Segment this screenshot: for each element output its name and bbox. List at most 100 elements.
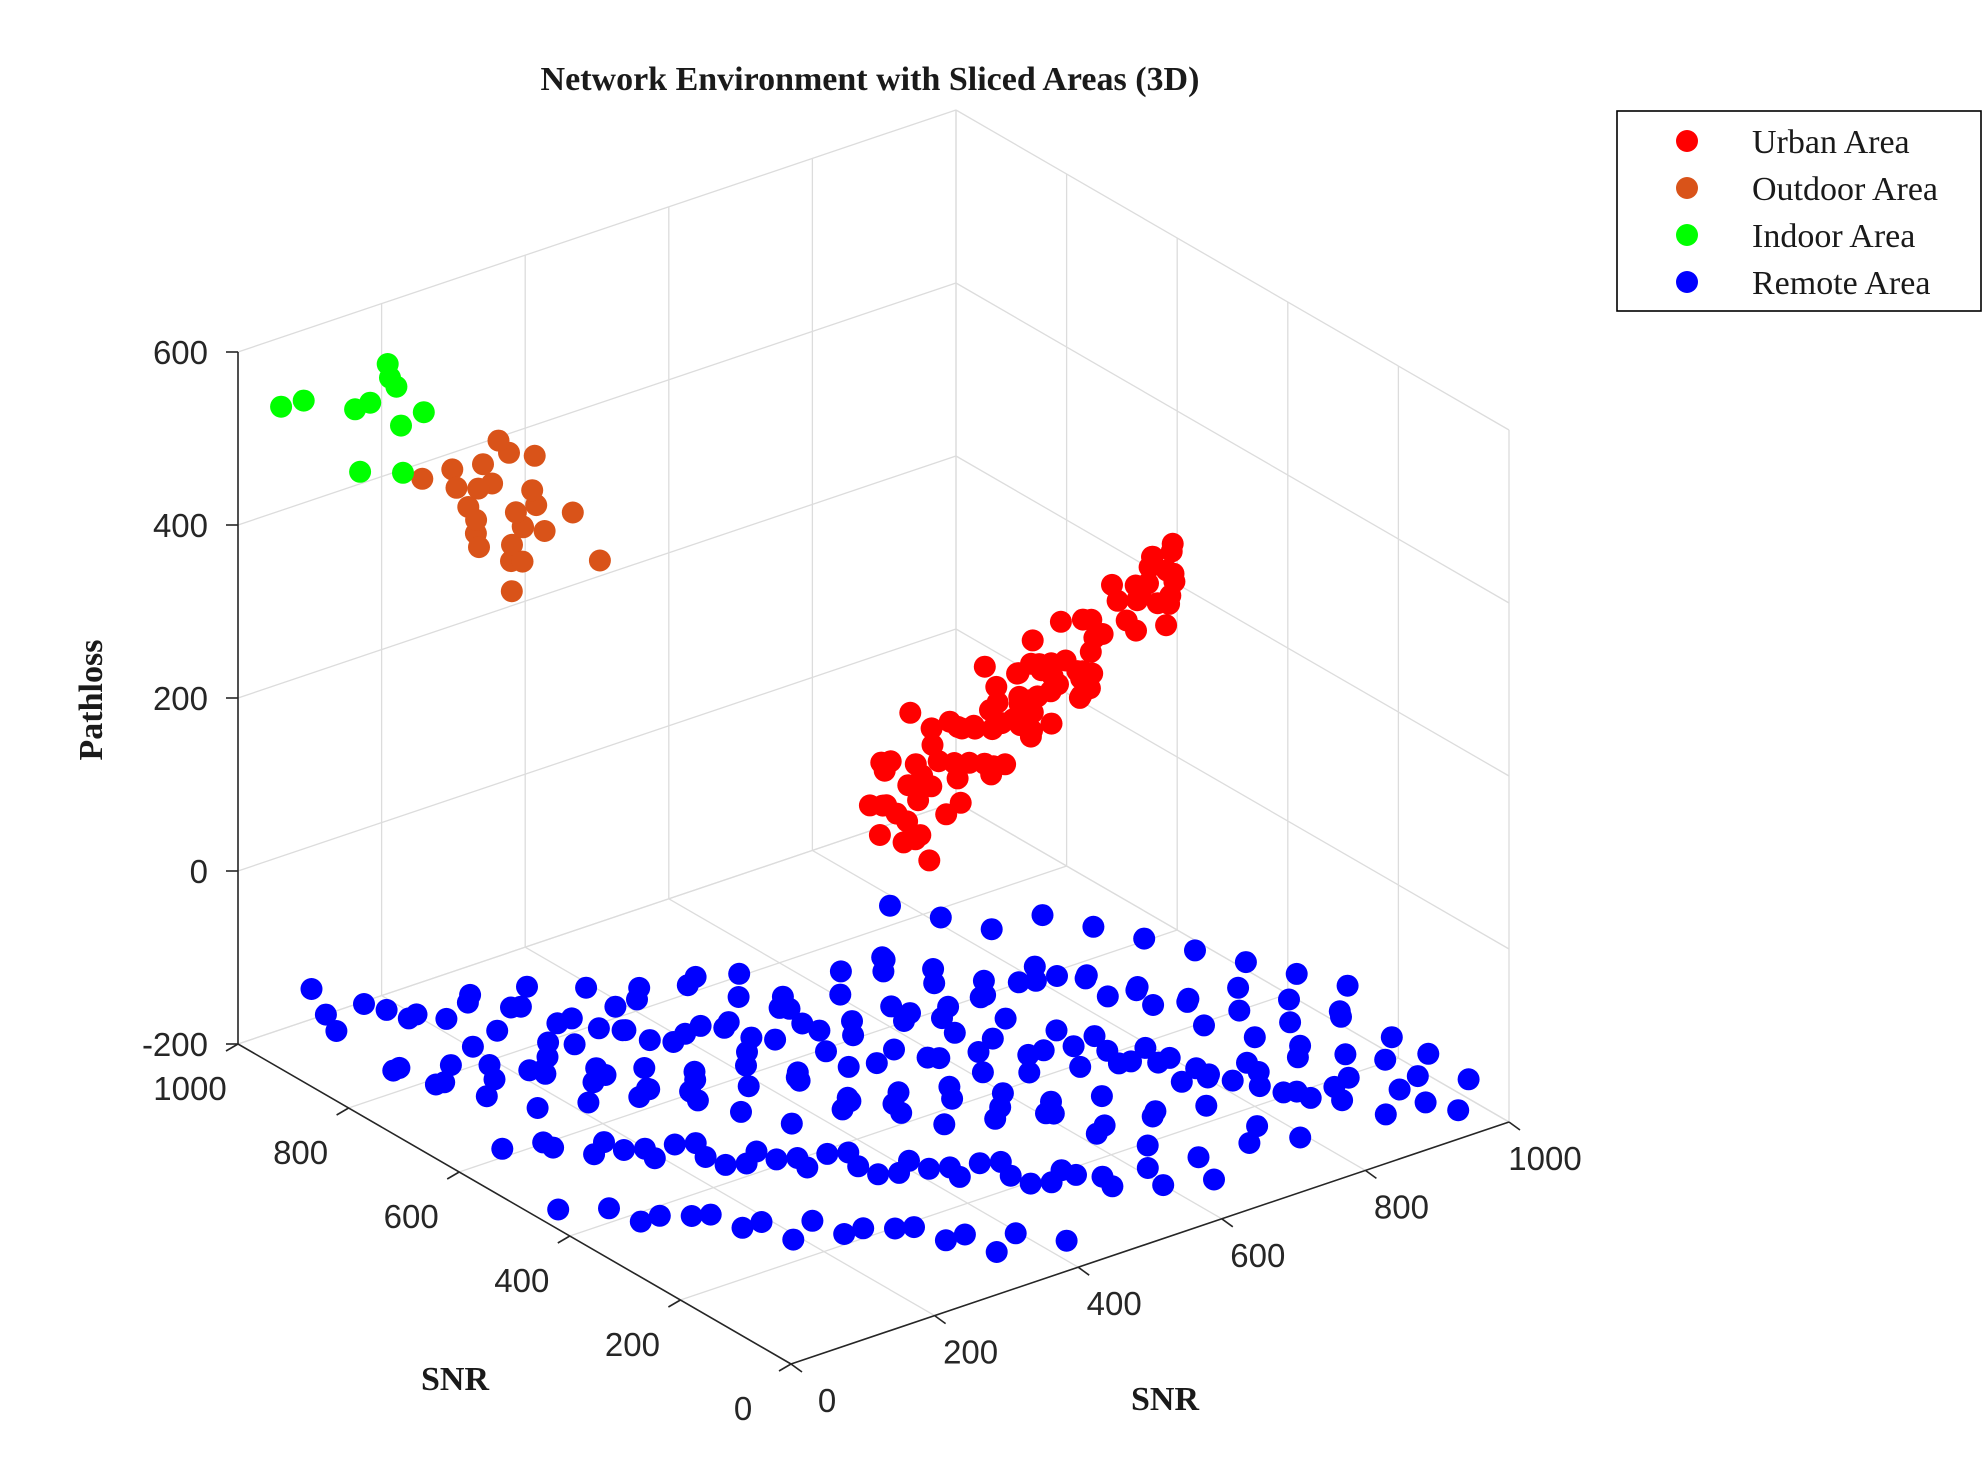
data-point	[1238, 1132, 1261, 1154]
data-point	[1142, 994, 1165, 1016]
data-point	[633, 1057, 656, 1079]
data-point	[583, 1143, 606, 1166]
data-point	[300, 978, 323, 1000]
data-points	[270, 353, 1480, 1263]
data-point	[867, 1163, 890, 1186]
data-point	[1380, 1026, 1403, 1049]
data-point	[531, 1059, 554, 1082]
grid-line-floor-y	[348, 865, 1067, 1109]
data-point	[967, 1041, 990, 1063]
legend-marker	[1676, 271, 1698, 293]
x-tick-mark	[790, 1363, 803, 1373]
data-point	[764, 1028, 787, 1051]
data-point	[728, 962, 751, 985]
data-point	[731, 1216, 754, 1239]
data-point	[1045, 1019, 1068, 1042]
data-point	[582, 1071, 605, 1094]
data-point	[750, 1211, 773, 1233]
data-point	[1096, 985, 1119, 1008]
data-point	[1155, 614, 1178, 637]
legend-marker	[1676, 130, 1698, 152]
data-point	[699, 1203, 722, 1226]
x-axis-line	[790, 1121, 1510, 1365]
data-point	[938, 1156, 961, 1179]
data-point	[461, 1035, 484, 1058]
data-point	[537, 1031, 560, 1054]
data-point	[933, 1113, 956, 1136]
data-point	[435, 1007, 458, 1030]
data-point	[636, 1077, 658, 1100]
x-tick-label: 600	[1230, 1237, 1285, 1274]
data-point	[735, 1054, 757, 1077]
data-point	[1136, 1134, 1159, 1157]
data-point	[1323, 1075, 1346, 1098]
data-point	[1046, 965, 1068, 987]
data-point	[920, 717, 943, 740]
data-point	[953, 1223, 976, 1246]
data-point	[868, 824, 891, 846]
data-point	[1193, 1014, 1215, 1037]
data-point	[1447, 1099, 1470, 1122]
data-point	[989, 1096, 1012, 1119]
data-point	[1125, 619, 1147, 642]
data-point	[911, 764, 934, 787]
y-tick-label: 1000	[153, 1070, 226, 1107]
data-point	[1137, 572, 1159, 595]
data-point	[1334, 1043, 1357, 1066]
data-point	[375, 998, 398, 1021]
data-point	[973, 655, 996, 678]
data-point	[918, 849, 941, 872]
series-urban-area	[858, 532, 1186, 872]
data-point	[325, 1020, 348, 1042]
data-point	[735, 1152, 758, 1175]
data-point	[1021, 719, 1043, 742]
data-point	[509, 995, 532, 1018]
data-point	[1054, 649, 1077, 672]
x-tick-label: 800	[1374, 1188, 1429, 1225]
data-point	[1134, 1036, 1157, 1059]
data-point	[390, 414, 412, 437]
series-remote-area	[300, 894, 1480, 1263]
data-point	[511, 550, 534, 573]
data-point	[1328, 1000, 1351, 1023]
y-tick-mark	[557, 1235, 571, 1244]
data-point	[1004, 1222, 1027, 1245]
data-point	[1082, 915, 1105, 938]
data-point	[903, 1216, 925, 1239]
data-point	[483, 1068, 506, 1091]
data-point	[1228, 999, 1251, 1022]
data-point	[353, 993, 375, 1015]
x-tick-mark	[1077, 1266, 1090, 1276]
data-point	[1007, 971, 1030, 994]
data-point	[808, 1019, 831, 1042]
data-point	[1285, 962, 1308, 985]
y-tick-label: 800	[273, 1134, 328, 1171]
data-point	[1069, 1055, 1092, 1078]
data-point	[1236, 1051, 1258, 1074]
data-point	[587, 1017, 610, 1040]
data-point	[526, 1097, 549, 1119]
data-point	[888, 1161, 911, 1184]
data-point	[890, 1101, 913, 1124]
grid-line-wall-xz	[237, 109, 957, 353]
data-point	[533, 520, 556, 542]
data-point	[676, 974, 699, 997]
legend-marker	[1676, 224, 1698, 246]
series-outdoor-area	[411, 429, 611, 603]
grid-line-floor-x	[812, 849, 1366, 1171]
y-tick-mark	[778, 1363, 792, 1372]
data-point	[980, 918, 1003, 941]
data-point	[829, 983, 852, 1006]
data-point	[909, 824, 932, 847]
data-point	[883, 1038, 905, 1061]
y-tick-mark	[446, 1171, 460, 1180]
data-point	[740, 1026, 763, 1049]
y-axis-line	[237, 1043, 792, 1365]
data-point	[523, 444, 546, 467]
data-point	[314, 1003, 337, 1026]
data-point	[684, 1132, 707, 1155]
data-point	[1096, 1039, 1119, 1062]
data-point	[985, 1241, 1008, 1263]
grid-line-wall-yz	[955, 455, 1510, 777]
